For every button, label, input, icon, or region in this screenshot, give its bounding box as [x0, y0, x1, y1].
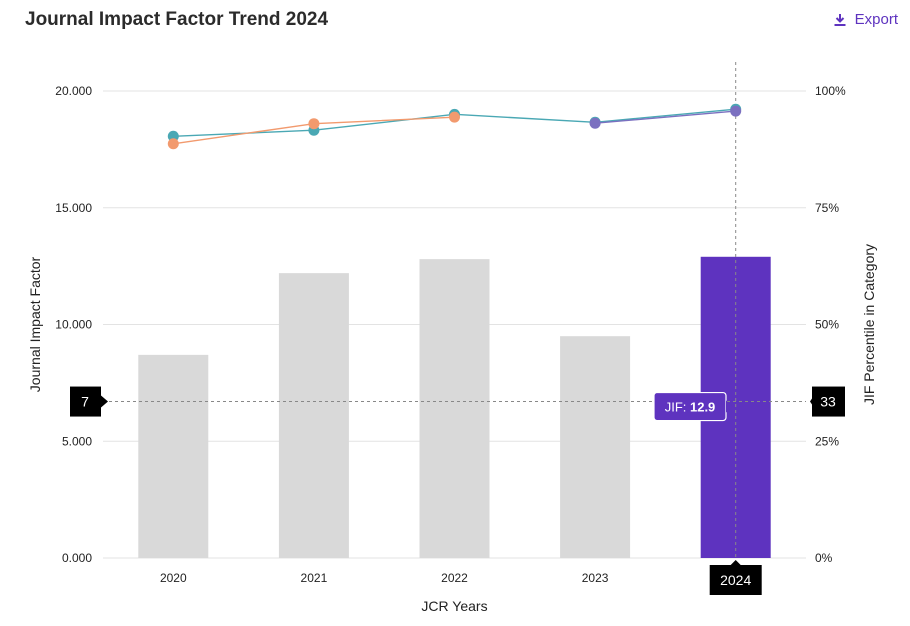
y2-tick-label: 0% [815, 551, 833, 565]
x-tick-label: 2022 [441, 571, 468, 585]
download-icon [834, 13, 846, 26]
crosshair-right-box [812, 386, 845, 417]
crosshair-right-text: 33 [820, 394, 836, 410]
export-button[interactable]: Export [833, 11, 898, 28]
export-label: Export [854, 11, 898, 28]
percentile-point[interactable] [730, 105, 742, 117]
y2-tick-label: 75% [815, 201, 839, 215]
y-tick-label: 10.000 [55, 318, 92, 332]
crosshair-left-label: 7 [70, 386, 108, 417]
jif-bar-2022[interactable] [419, 259, 490, 558]
y2-tick-label: 25% [815, 434, 839, 448]
chart-title: Journal Impact Factor Trend 2024 [25, 9, 329, 30]
crosshair-x-text: 2024 [720, 572, 751, 588]
y2-axis-title: JIF Percentile in Category [861, 244, 877, 405]
tooltip-prefix: JIF: [665, 400, 690, 415]
jif-bar-2023[interactable] [560, 336, 631, 558]
percentile-point[interactable] [589, 117, 601, 129]
tooltip-value: 12.9 [690, 400, 715, 415]
percentile-point[interactable] [167, 138, 179, 150]
crosshair-x-box [709, 565, 762, 595]
crosshair-left-text: 7 [81, 394, 89, 410]
x-tick-label: 2023 [582, 571, 609, 585]
y-axis-title: Journal Impact Factor [27, 256, 43, 392]
crosshair-x-pointer [729, 560, 742, 566]
crosshair-x-label: 2024 [709, 560, 762, 595]
percentile-point[interactable] [308, 118, 320, 130]
jif-bar-2021[interactable] [278, 273, 349, 558]
tooltip-text: JIF: 12.9 [665, 400, 716, 415]
y-tick-label: 15.000 [55, 201, 92, 215]
jif-tooltip: JIF: 12.9 [653, 391, 733, 422]
crosshair-right-label: 33 [810, 386, 845, 417]
crosshair-left-pointer [101, 395, 108, 408]
x-tick-label: 2021 [301, 571, 328, 585]
x-tick-label: 2020 [160, 571, 187, 585]
y-tick-label: 20.000 [55, 84, 92, 98]
x-axis-title: JCR Years [421, 598, 487, 614]
percentile-point[interactable] [449, 111, 460, 123]
y-tick-label: 0.000 [62, 551, 92, 565]
crosshair-left-box [70, 386, 101, 417]
jif-bar-2020[interactable] [138, 354, 209, 558]
tooltip-pointer [726, 400, 733, 413]
y-tick-label: 5.000 [62, 434, 92, 448]
y2-tick-label: 100% [815, 84, 846, 98]
y2-tick-label: 50% [815, 318, 839, 332]
percentile-line [595, 110, 736, 124]
